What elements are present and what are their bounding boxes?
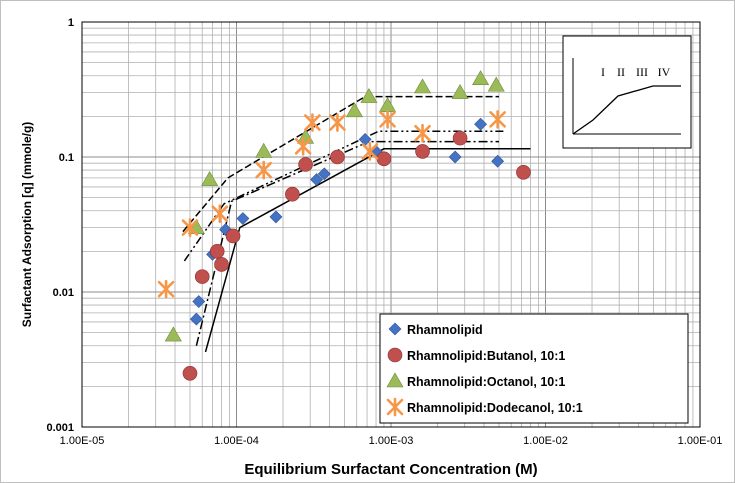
data-point-circle xyxy=(214,257,229,272)
trend-line-dashed xyxy=(182,95,499,233)
data-point-circle xyxy=(194,269,210,284)
legend-label: Rhamnolipid xyxy=(407,323,483,337)
legend-box xyxy=(379,313,689,424)
data-point-asterisk xyxy=(211,204,229,224)
y-tick-label: 0.001 xyxy=(46,422,74,434)
legend-marker-asterisk xyxy=(386,397,404,417)
data-point-circle xyxy=(285,186,300,202)
inset-label: IV xyxy=(658,65,671,79)
data-point-asterisk xyxy=(379,110,396,129)
data-point-circle xyxy=(452,130,468,146)
x-tick-label: 1.00E-03 xyxy=(369,435,414,447)
y-tick-label: 0.01 xyxy=(53,287,74,299)
data-point-asterisk xyxy=(304,113,321,132)
data-point-diamond xyxy=(310,173,324,187)
data-point-diamond xyxy=(192,295,206,308)
y-tick-label: 1 xyxy=(68,17,74,29)
data-point-asterisk xyxy=(255,160,273,180)
x-tick-label: 1.00E-05 xyxy=(60,435,105,447)
data-point-circle xyxy=(376,151,392,167)
data-point-triangle xyxy=(414,78,432,94)
x-tick-label: 1.00E-04 xyxy=(214,435,259,447)
legend-label: Rhamnolipid:Octanol, 10:1 xyxy=(407,375,565,389)
data-point-triangle xyxy=(255,142,273,158)
data-point-diamond xyxy=(491,154,505,168)
data-point-diamond xyxy=(189,312,203,326)
legend: Rhamnolipid Rhamnolipid:Butanol, 10:1 Rham… xyxy=(379,313,689,424)
legend-marker-circle xyxy=(387,347,403,363)
legend-label: Rhamnolipid:Dodecanol, 10:1 xyxy=(407,401,583,415)
data-point-diamond xyxy=(317,167,331,181)
y-tick-label: 0.1 xyxy=(59,152,74,164)
x-tick-labels: 1.00E-05 1.00E-04 1.00E-03 1.00E-02 1.00E-01 xyxy=(60,435,723,447)
data-point-circle xyxy=(298,157,313,172)
plot-area-border xyxy=(81,21,701,428)
data-point-asterisk xyxy=(361,142,379,161)
data-point-diamond xyxy=(269,210,283,224)
data-point-circle xyxy=(516,165,531,180)
inset-label: II xyxy=(617,65,625,79)
series-triangle xyxy=(164,70,505,342)
data-point-circle xyxy=(182,365,198,381)
inset-label: III xyxy=(636,65,648,79)
y-tick-labels: 0.001 0.01 0.1 1 xyxy=(46,17,74,434)
data-point-triangle xyxy=(164,326,182,342)
data-point-diamond xyxy=(448,150,462,164)
inset-curve xyxy=(572,85,681,135)
series-circle xyxy=(182,130,531,381)
trend-line-dash-dot xyxy=(195,140,499,346)
data-point-triangle xyxy=(472,70,490,86)
data-point-asterisk xyxy=(329,113,346,132)
legend-marker-triangle xyxy=(386,372,404,388)
inset-diagram: I II III IV xyxy=(562,35,692,149)
data-points xyxy=(157,70,531,381)
data-point-diamond xyxy=(474,117,488,131)
data-point-circle xyxy=(209,244,225,259)
legend-marker-diamond xyxy=(388,322,402,336)
y-axis-title: Surfactant Adsorption [q] (mmole/g) xyxy=(20,122,34,328)
data-point-triangle xyxy=(451,83,469,99)
data-point-asterisk xyxy=(157,279,175,299)
series-asterisk xyxy=(157,110,506,299)
data-point-triangle xyxy=(487,76,505,92)
legend-label: Rhamnolipid:Butanol, 10:1 xyxy=(407,349,565,363)
data-point-triangle xyxy=(201,171,219,186)
data-point-asterisk xyxy=(414,123,431,143)
data-point-circle xyxy=(415,144,430,159)
data-point-circle xyxy=(225,228,241,244)
data-point-asterisk xyxy=(294,137,312,156)
data-point-triangle xyxy=(360,88,378,103)
x-axis-title: Equilibrium Surfactant Concentration (M) xyxy=(244,461,537,478)
trend-line-solid xyxy=(204,148,531,353)
data-point-circle xyxy=(330,149,345,165)
data-point-triangle xyxy=(345,102,363,118)
x-tick-label: 1.00E-02 xyxy=(523,435,568,447)
inset-label: I xyxy=(601,65,605,79)
data-point-asterisk xyxy=(489,110,506,129)
inset-box xyxy=(562,35,692,149)
data-point-asterisk xyxy=(181,218,199,237)
x-tick-label: 1.00E-01 xyxy=(678,435,723,447)
data-point-diamond xyxy=(236,212,250,225)
